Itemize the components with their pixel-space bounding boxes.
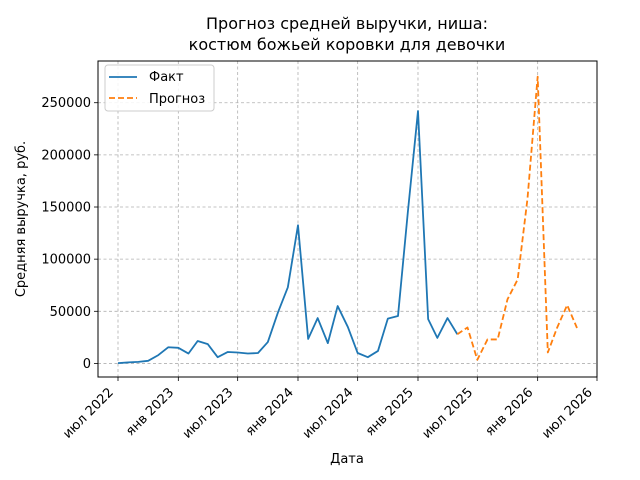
plot-frame xyxy=(97,60,598,378)
x-tick-label: янв 2024 xyxy=(243,385,297,439)
legend-label-fact: Факт xyxy=(149,70,184,85)
y-tick-label: 0 xyxy=(83,357,91,372)
data-series xyxy=(117,75,578,365)
x-tick-label: июл 2024 xyxy=(300,385,357,442)
y-tick-label: 250000 xyxy=(41,96,91,111)
y-tick-label: 100000 xyxy=(41,253,91,268)
series-line-forecast xyxy=(456,75,578,361)
x-tick-label: июл 2025 xyxy=(420,385,477,442)
x-axis-label: Дата xyxy=(330,452,364,467)
x-tick-label: июл 2026 xyxy=(539,385,596,442)
x-tick-label: июл 2023 xyxy=(180,385,237,442)
x-tick-label: янв 2025 xyxy=(363,385,417,439)
chart-title-line-2: костюм божьей коровки для девочки xyxy=(189,35,506,54)
x-tick-label: янв 2026 xyxy=(483,385,537,439)
y-tick-label: 50000 xyxy=(50,305,91,320)
x-tick-label: янв 2023 xyxy=(123,385,177,439)
chart-title-line-1: Прогноз средней выручки, ниша: xyxy=(206,14,488,33)
x-tick-label: июл 2022 xyxy=(60,385,117,442)
y-axis-label: Средняя выручка, руб. xyxy=(14,141,29,297)
y-tick-label: 150000 xyxy=(41,201,91,216)
legend-label-forecast: Прогноз xyxy=(149,92,205,107)
axis-ticks: июл 2022 янв 2023 июл 2023 янв 2024 июл 2024… xyxy=(41,96,598,442)
legend: Факт Прогноз xyxy=(104,64,215,112)
y-tick-label: 200000 xyxy=(41,148,91,163)
series-line-fact xyxy=(117,110,459,365)
